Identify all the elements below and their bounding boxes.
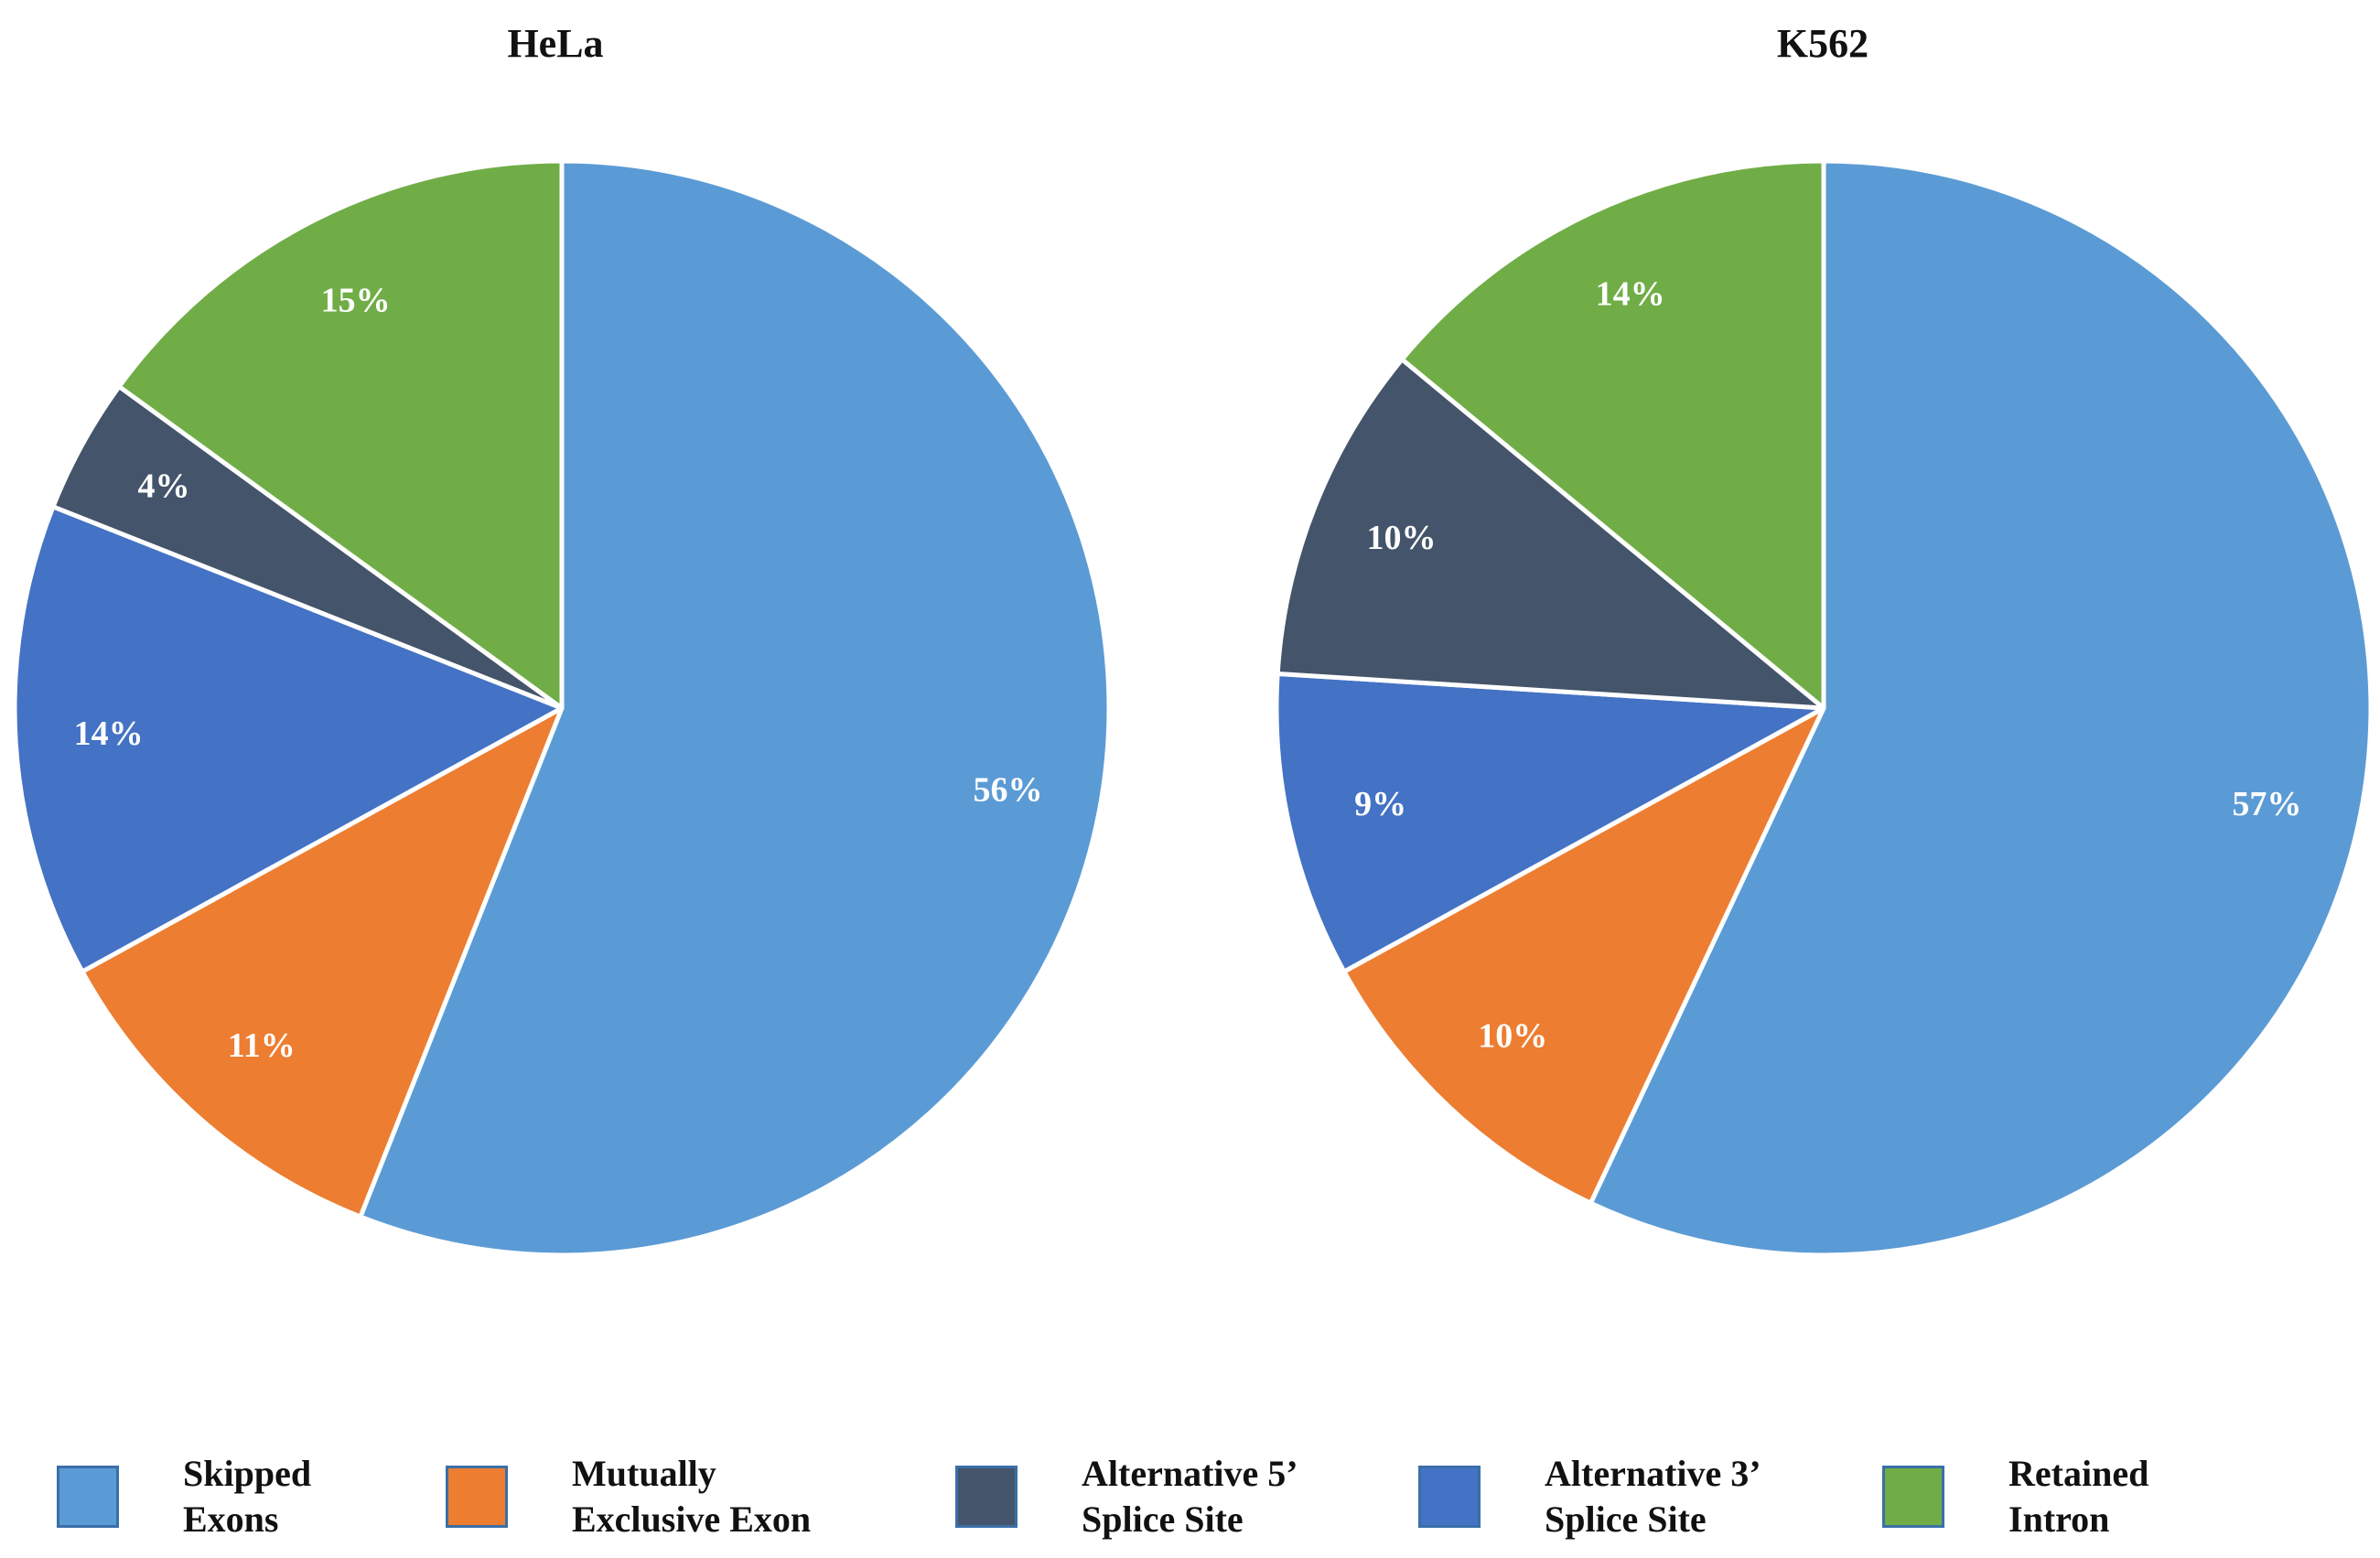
legend-label-skipped-exons: Skipped Exons [183, 1453, 312, 1540]
legend-swatch-alternative-3-splice-site [1418, 1466, 1481, 1528]
legend-swatch-alternative-5-splice-site [955, 1466, 1018, 1528]
data-label-skipped-exons: 56% [974, 771, 1043, 810]
legend-label-retained-intron: Retained Intron [2008, 1453, 2149, 1540]
legend-label-alternative-5-splice-site: Alternative 5’ Splice Site [1082, 1453, 1298, 1540]
pie-slice-retained-intron [116, 158, 565, 711]
legend: Skipped Exons Mutually Exclusive Exon Alte… [0, 1447, 2380, 1548]
data-label-alternative-3-splice-site: 9% [1354, 785, 1406, 823]
chart-title-hela: HeLa [507, 21, 604, 66]
data-label-retained-intron: 15% [321, 281, 391, 319]
data-label-skipped-exons: 57% [2232, 785, 2301, 823]
legend-label-alternative-3-splice-site: Alternative 3’ Splice Site [1545, 1453, 1761, 1540]
data-label-mutually-exclusive-exon: 11% [228, 1026, 296, 1065]
data-label-retained-intron: 14% [1596, 275, 1665, 314]
pie-slice-retained-intron [1399, 158, 1826, 711]
data-label-mutually-exclusive-exon: 10% [1478, 1017, 1547, 1056]
pie-slice-alternative-5-splice-site [1275, 357, 1826, 711]
data-label-alternative-5-splice-site: 4% [138, 467, 190, 506]
data-label-alternative-3-splice-site: 14% [74, 715, 144, 753]
legend-swatch-mutually-exclusive-exon [446, 1466, 508, 1528]
pie-charts: 56% 11% 14% 4% 15% 57% 10% 9% 10% 14% [12, 158, 2374, 1258]
pie-slice-mutually-exclusive-exon [1341, 705, 1826, 1206]
legend-swatch-skipped-exons [57, 1466, 119, 1528]
legend-label-mutually-exclusive-exon: Mutually Exclusive Exon [572, 1453, 812, 1540]
pie-slice-skipped-exons [1588, 158, 2374, 1258]
pie-slice-alternative-3-splice-site [12, 504, 565, 974]
legend-swatch-retained-intron [1882, 1466, 1944, 1528]
pie-slice-skipped-exons [358, 158, 1112, 1258]
chart-title-k562: K562 [1776, 21, 1869, 66]
pie-k562: 57% 10% 9% 10% 14% [1274, 158, 2374, 1258]
data-label-alternative-5-splice-site: 10% [1367, 519, 1437, 557]
pie-slice-alternative-3-splice-site [1274, 671, 1826, 974]
pie-slice-mutually-exclusive-exon [80, 705, 565, 1220]
pie-hela: 56% 11% 14% 4% 15% [12, 158, 1112, 1258]
